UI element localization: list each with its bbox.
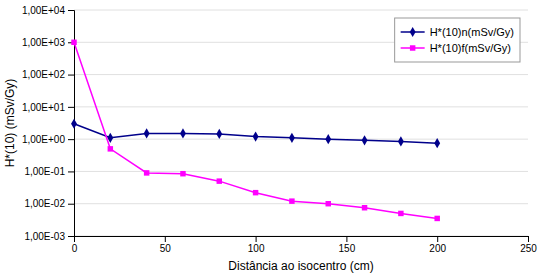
marker (180, 128, 186, 138)
tick-label: 250 (520, 243, 537, 254)
tick-label: 1,00E-01 (24, 166, 65, 177)
tick-mark (165, 236, 166, 242)
tick-mark (68, 204, 74, 205)
marker (108, 146, 113, 151)
chart: 0501001502002501,00E+041,00E+031,00E+021… (0, 0, 542, 276)
series-line (74, 42, 437, 218)
marker (398, 136, 404, 146)
tick-label: 1,00E+04 (22, 5, 66, 16)
y-tick: 1,00E-01 (24, 166, 74, 177)
x-tick: 50 (160, 236, 172, 254)
y-tick: 1,00E-03 (24, 231, 74, 242)
x-tick: 150 (339, 236, 356, 254)
marker (362, 205, 367, 210)
tick-label: 1,00E+03 (22, 37, 66, 48)
tick-label: 100 (248, 243, 265, 254)
legend-box (395, 18, 520, 62)
grid (74, 10, 528, 236)
marker (71, 40, 76, 45)
legend-label: H*(10)n(mSv/Gy) (430, 26, 514, 38)
y-tick: 1,00E+01 (22, 102, 74, 113)
marker (434, 216, 439, 221)
x-tick: 200 (429, 236, 446, 254)
y-axis: 1,00E+04 1,00E+03 1,00E+02 1,00E+01 1,00E+00… (22, 5, 75, 242)
series-line (74, 124, 437, 143)
marker (144, 128, 150, 138)
tick-label: 50 (160, 243, 172, 254)
y-tick: 1,00E-02 (24, 198, 74, 209)
marks (71, 40, 440, 222)
y-tick: 1,00E+02 (22, 69, 74, 80)
tick-mark (68, 171, 74, 172)
marker (216, 129, 222, 139)
y-tick: 1,00E+00 (22, 134, 74, 145)
tick-label: 1,00E-03 (24, 231, 65, 242)
marker (217, 178, 222, 183)
marker (289, 133, 295, 143)
legend-item: H*(10)f(mSv/Gy) (401, 42, 511, 54)
tick-mark (68, 75, 74, 76)
marker (325, 134, 331, 144)
marker (253, 131, 259, 141)
grid-line (74, 203, 528, 204)
x-tick: 250 (520, 236, 537, 254)
marker (71, 119, 77, 129)
tick-mark (68, 236, 74, 237)
y-tick: 1,00E+03 (22, 37, 74, 48)
marker (180, 171, 185, 176)
marker (289, 198, 294, 203)
marker (398, 211, 403, 216)
tick-label: 1,00E+02 (22, 69, 66, 80)
grid-line (74, 10, 528, 11)
axis-line (75, 237, 529, 243)
tick-mark (346, 236, 347, 242)
y-tick: 1,00E+04 (22, 5, 74, 16)
grid-line (74, 74, 528, 75)
plot: 0501001502002501,00E+041,00E+031,00E+021… (22, 5, 537, 254)
legend-label: H*(10)f(mSv/Gy) (430, 42, 511, 54)
y-axis-title: H*(10) (mSv/Gy) (3, 79, 17, 168)
tick-label: 0 (72, 243, 78, 254)
tick-label: 150 (339, 243, 356, 254)
legend-marker (410, 27, 416, 37)
x-axis: 0 50 100 150 200 250 (72, 236, 538, 254)
tick-mark (68, 139, 74, 140)
marker (434, 138, 440, 148)
marker (253, 190, 258, 195)
tick-label: 1,00E-02 (24, 198, 65, 209)
x-tick: 100 (248, 236, 265, 254)
legend: H*(10)n(mSv/Gy) H*(10)f(mSv/Gy) (395, 18, 520, 62)
tick-mark (68, 107, 74, 108)
legend-item: H*(10)n(mSv/Gy) (401, 26, 514, 38)
x-tick: 0 (72, 236, 78, 254)
marker (326, 201, 331, 206)
marker (362, 135, 368, 145)
tick-mark (256, 236, 257, 242)
tick-mark (437, 236, 438, 242)
legend-marker (410, 45, 415, 50)
grid-line (74, 106, 528, 107)
tick-mark (528, 236, 529, 242)
tick-mark (68, 10, 74, 11)
tick-label: 1,00E+00 (22, 134, 66, 145)
marker (144, 170, 149, 175)
x-axis-title: Distância ao isocentro (cm) (228, 259, 373, 273)
tick-label: 1,00E+01 (22, 102, 66, 113)
grid-line (74, 171, 528, 172)
tick-label: 200 (429, 243, 446, 254)
